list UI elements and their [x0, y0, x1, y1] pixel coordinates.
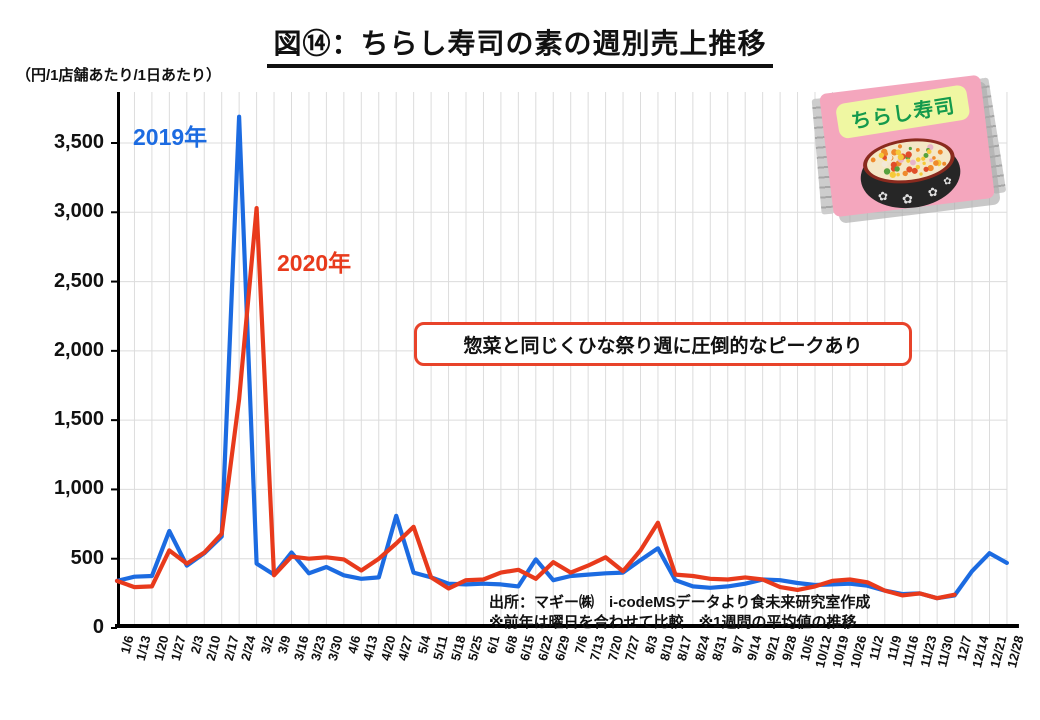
chart-plot — [111, 92, 1019, 629]
series-label-2020: 2020年 — [277, 250, 352, 276]
package-illustration: ちらし寿司 ✿ ✿ ✿ ✿ — [811, 74, 1007, 218]
source-note: 出所：マギー㈱ i-codeMSデータより食未来研究室作成 ※前年は曜日を合わせ… — [489, 593, 870, 634]
y-tick-label: 2,500 — [53, 269, 104, 292]
chirashi-bowl-icon: ✿ ✿ ✿ ✿ — [860, 138, 961, 209]
y-tick-label: 3,500 — [53, 131, 104, 153]
svg-text:✿: ✿ — [901, 191, 914, 207]
y-tick-label: 0 — [92, 616, 104, 638]
series-line-2020 — [114, 206, 957, 601]
series-label-2019: 2019年 — [133, 124, 208, 150]
x-tick-label: 3/9 — [274, 634, 294, 656]
y-tick-label: 1,500 — [53, 408, 104, 431]
x-tick-label: 8/3 — [641, 634, 661, 656]
svg-text:✿: ✿ — [927, 185, 939, 200]
svg-text:✿: ✿ — [877, 189, 889, 204]
svg-text:✿: ✿ — [943, 176, 953, 188]
x-tick-label: 3/2 — [257, 634, 277, 656]
page-title-text: 図⑭：ちらし寿司の素の週別売上推移 — [267, 22, 773, 68]
x-tick-label: 6/1 — [484, 634, 503, 656]
package-body: ちらし寿司 ✿ ✿ ✿ ✿ — [819, 74, 995, 218]
y-tick-label: 500 — [70, 546, 104, 569]
source-line-2: ※前年は曜日を合わせて比較 ※1週間の平均値の推移 — [489, 614, 857, 632]
annotation-callout: 惣菜と同じくひな祭り週に圧倒的なピークあり — [414, 322, 912, 366]
y-tick-label: 2,000 — [53, 338, 104, 361]
page-title: 図⑭：ちらし寿司の素の週別売上推移 — [0, 22, 1040, 68]
source-line-1: 出所：マギー㈱ i-codeMSデータより食未来研究室作成 — [489, 594, 871, 611]
y-tick-label: 1,000 — [53, 477, 104, 500]
y-axis-unit-label: （円/1店舗あたり/1日あたり） — [16, 67, 222, 84]
series-line-2019 — [114, 114, 1009, 601]
y-tick-label: 3,000 — [53, 200, 104, 223]
